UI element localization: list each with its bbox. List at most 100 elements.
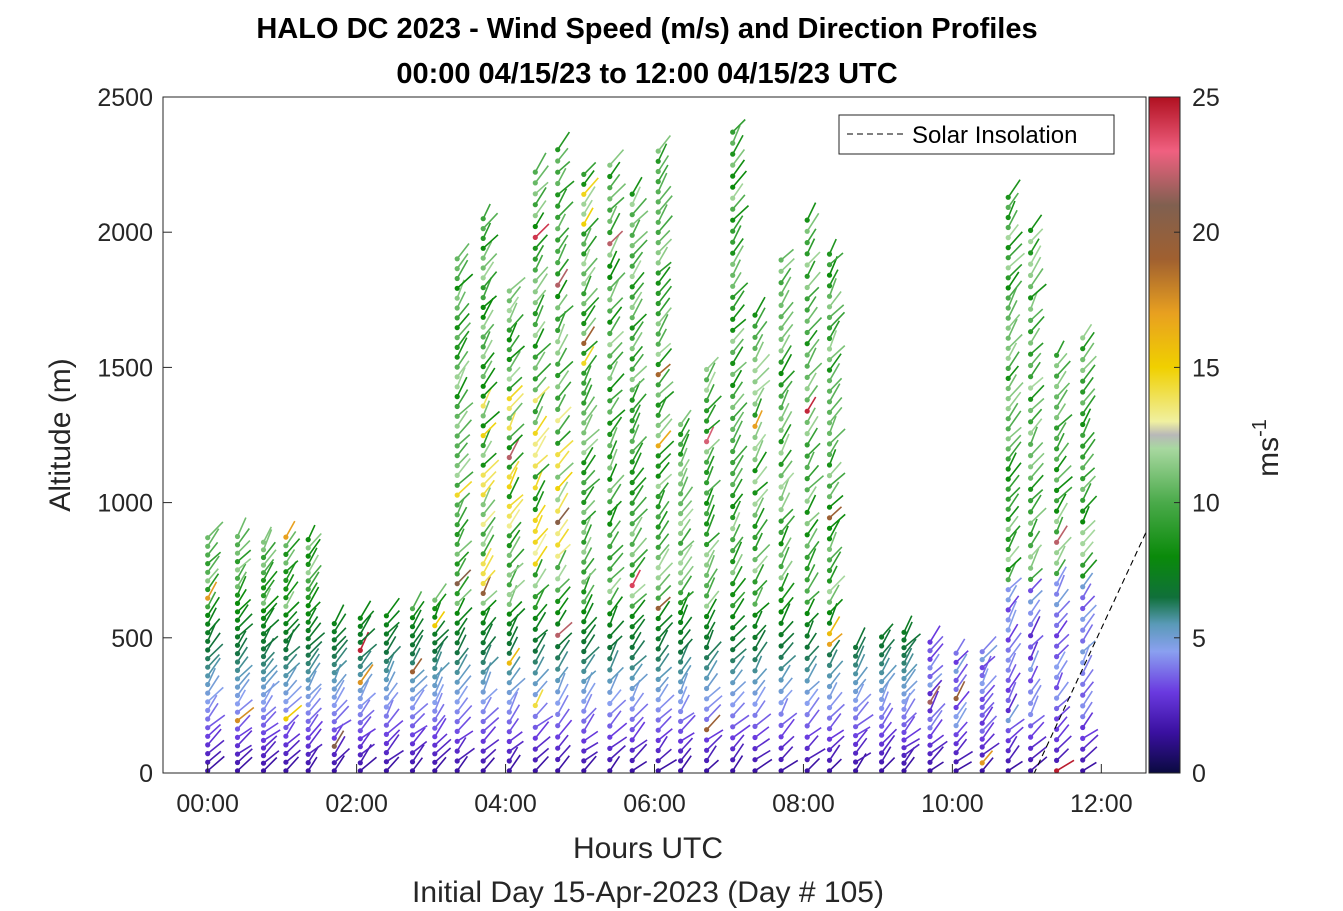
wind-barb-shaft bbox=[508, 548, 525, 566]
wind-barb-point bbox=[506, 601, 512, 608]
wind-barb-shaft bbox=[482, 253, 498, 269]
wind-barb-shaft bbox=[631, 353, 644, 370]
wind-barb-shaft bbox=[806, 548, 817, 569]
wind-barb-point bbox=[1028, 272, 1034, 278]
wind-barb-point bbox=[826, 768, 833, 773]
wind-barb-point bbox=[655, 483, 661, 489]
wind-barb-point bbox=[879, 714, 885, 720]
wind-barb-point bbox=[901, 637, 907, 643]
wind-barb-point bbox=[655, 341, 661, 347]
wind-barb-shaft bbox=[508, 607, 526, 625]
wind-barb-shaft bbox=[307, 720, 324, 739]
wind-barb-point bbox=[629, 284, 635, 290]
wind-barb-shaft bbox=[657, 368, 671, 386]
wind-barb-shaft bbox=[780, 582, 795, 601]
wind-barb-point bbox=[555, 361, 561, 367]
wind-barb-point bbox=[1080, 638, 1086, 644]
wind-barb-shaft bbox=[434, 601, 442, 618]
wind-barb-point bbox=[1080, 378, 1086, 384]
wind-barb-point bbox=[879, 652, 885, 658]
wind-barb-point bbox=[454, 620, 460, 626]
wind-barb-shaft bbox=[583, 227, 592, 245]
wind-barb-point bbox=[778, 666, 784, 672]
wind-barb-point bbox=[704, 655, 710, 661]
wind-barb-point bbox=[826, 357, 833, 363]
wind-barb-shaft bbox=[557, 621, 573, 636]
wind-barb-point bbox=[778, 700, 784, 706]
wind-barb-shaft bbox=[1030, 474, 1044, 490]
wind-barb-point bbox=[506, 670, 512, 676]
wind-barb-point bbox=[581, 251, 587, 257]
wind-barb-point bbox=[704, 366, 710, 373]
wind-barb-point bbox=[581, 261, 587, 267]
wind-barb-shaft bbox=[307, 640, 323, 656]
wind-barb-shaft bbox=[482, 352, 495, 368]
wind-barb-shaft bbox=[482, 590, 498, 604]
wind-barb-point bbox=[205, 621, 211, 627]
wind-barb-point bbox=[655, 626, 661, 632]
wind-barb-shaft bbox=[731, 225, 742, 243]
wind-barb-point bbox=[234, 684, 241, 690]
wind-barb-point bbox=[480, 255, 486, 261]
wind-barb-shaft bbox=[679, 747, 692, 762]
wind-barb-shaft bbox=[705, 745, 717, 761]
wind-barb-point bbox=[1028, 441, 1034, 447]
wind-barb-shaft bbox=[557, 227, 570, 241]
wind-barb-point bbox=[1028, 588, 1034, 594]
wind-barb-shaft bbox=[780, 276, 792, 295]
wind-barb-shaft bbox=[456, 337, 468, 358]
wind-barb-shaft bbox=[583, 693, 593, 712]
wind-barb-point bbox=[454, 571, 460, 577]
wind-barb-point bbox=[555, 564, 561, 571]
wind-barb-shaft bbox=[508, 691, 519, 713]
wind-barb-point bbox=[454, 443, 460, 449]
wind-barb-point bbox=[480, 758, 486, 764]
wind-barb-shaft bbox=[534, 212, 545, 227]
wind-barb-point bbox=[555, 192, 561, 198]
wind-barb-point bbox=[555, 700, 561, 706]
wind-barb-shaft bbox=[508, 529, 521, 547]
wind-barb-point bbox=[1028, 565, 1034, 571]
wind-barb-shaft bbox=[456, 737, 467, 752]
wind-barb-point bbox=[581, 688, 587, 694]
wind-barb-point bbox=[752, 334, 758, 340]
wind-barb-shaft bbox=[1007, 224, 1019, 239]
wind-barb-shaft bbox=[631, 377, 645, 391]
wind-barb-shaft bbox=[236, 517, 247, 537]
wind-barb-point bbox=[205, 578, 211, 584]
wind-barb-point bbox=[506, 562, 512, 568]
wind-barb-shaft bbox=[657, 363, 671, 376]
wind-barb-point bbox=[1054, 633, 1060, 639]
wind-barb-shaft bbox=[631, 477, 647, 494]
wind-barb-shaft bbox=[307, 564, 322, 582]
wind-barb-point bbox=[1005, 647, 1011, 653]
wind-barb-shaft bbox=[806, 260, 816, 277]
wind-barb-shaft bbox=[609, 360, 619, 379]
wind-barb-shaft bbox=[583, 340, 598, 354]
wind-barb-shaft bbox=[1007, 726, 1024, 742]
wind-barb-point bbox=[555, 497, 561, 503]
wind-barb-shaft bbox=[1082, 572, 1094, 588]
wind-barb-point bbox=[752, 557, 758, 563]
wind-barb-shaft bbox=[534, 584, 550, 598]
wind-barb-shaft bbox=[557, 294, 568, 309]
wind-barb-point bbox=[409, 660, 416, 666]
wind-barb-point bbox=[826, 335, 833, 342]
wind-barb-shaft bbox=[706, 532, 720, 546]
wind-barb-shaft bbox=[705, 539, 720, 556]
wind-barb-shaft bbox=[1007, 382, 1024, 400]
wind-barb-shaft bbox=[705, 672, 719, 689]
wind-barb-shaft bbox=[583, 713, 595, 732]
wind-barb-point bbox=[804, 329, 810, 336]
wind-barb-point bbox=[234, 575, 241, 581]
wind-barb-point bbox=[655, 219, 661, 225]
wind-barb-point bbox=[581, 480, 587, 486]
wind-barb-point bbox=[331, 735, 337, 741]
wind-barb-shaft bbox=[631, 527, 643, 545]
wind-barb-point bbox=[555, 644, 561, 650]
wind-barb-shaft bbox=[1055, 651, 1066, 668]
wind-barb-shaft bbox=[705, 598, 718, 617]
wind-barb-point bbox=[1028, 768, 1034, 773]
wind-barb-point bbox=[752, 345, 758, 351]
wind-barb-point bbox=[607, 555, 613, 561]
